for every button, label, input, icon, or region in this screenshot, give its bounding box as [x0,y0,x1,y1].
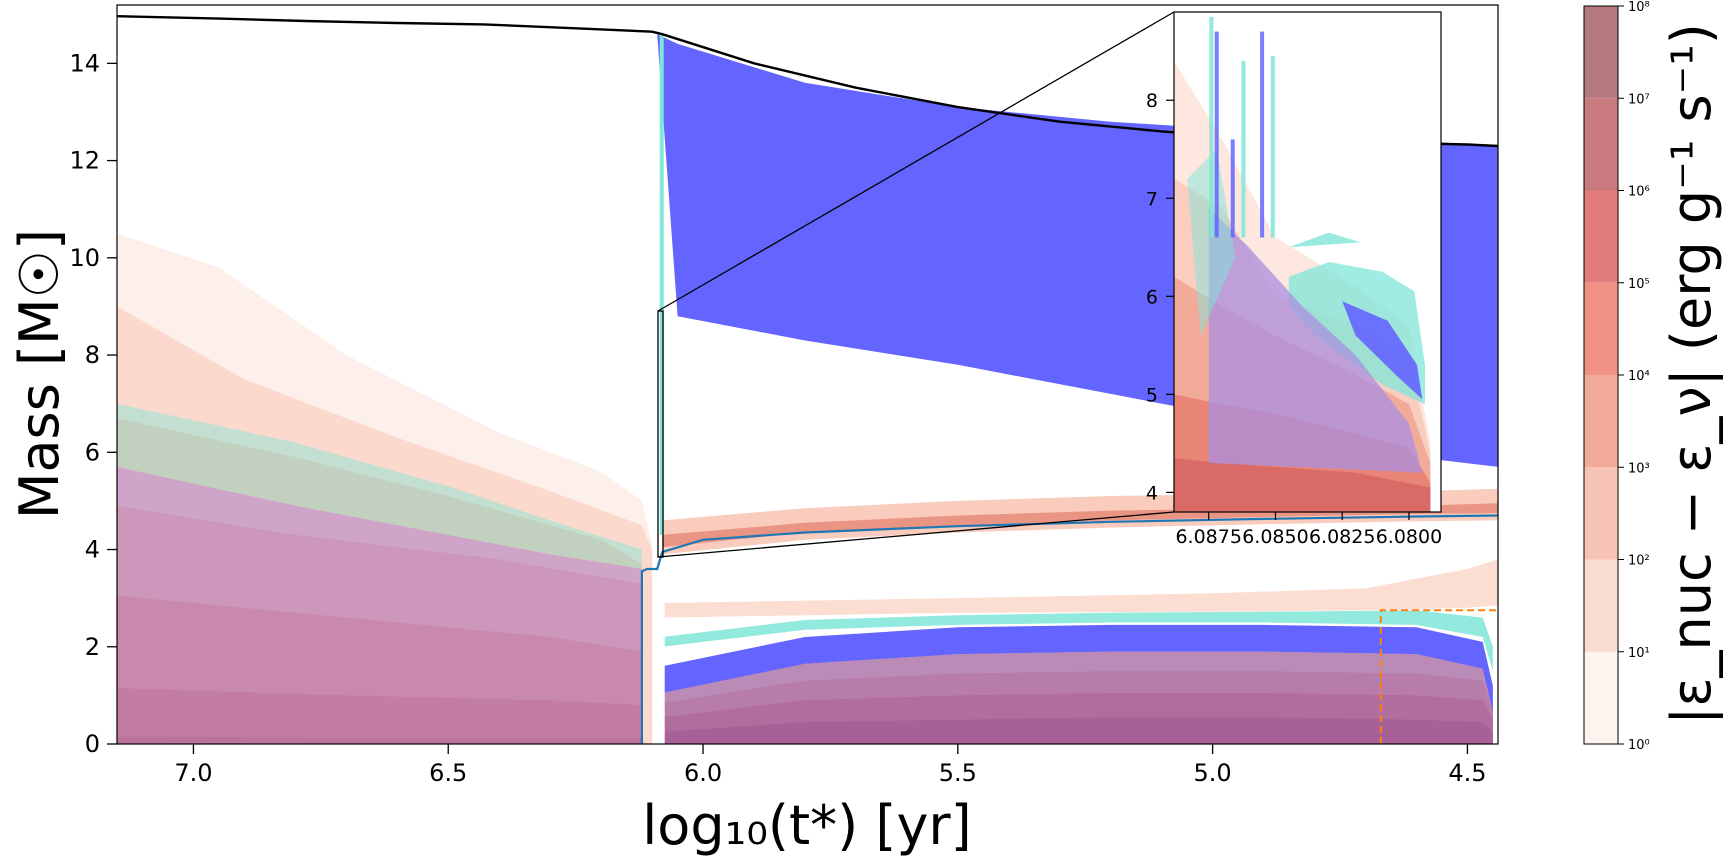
y-tick-label: 4 [85,536,100,564]
inset-burning-level-4 [1174,458,1431,512]
inset-spike [1209,16,1214,238]
inset-frame [1173,11,1442,513]
colorbar-band [1584,467,1618,560]
x-axis-label: log₁₀(t*) [yr] [642,794,971,857]
colorbar-tick-label: 10⁸ [1628,0,1650,15]
inset-y-tick-label: 8 [1146,90,1158,112]
colorbar-tick-label: 10⁶ [1628,185,1650,200]
helium-convective-shell [662,610,1493,672]
inset-x-tick-label: 6.0850 [1242,526,1308,548]
helium-convective-core-edge [662,624,1493,713]
inset-x-axis: 6.0875 6.0850 6.0825 6.0800 [1175,512,1442,548]
colorbar-band [1584,282,1618,375]
main-plot-layers [117,15,1498,744]
colorbar-band [1584,651,1618,744]
colorbar-tick-label: 10⁷ [1628,92,1650,107]
x-tick-label: 5.0 [1194,759,1232,787]
colorbar-band [1584,190,1618,283]
x-tick-label: 4.5 [1448,759,1486,787]
y-tick-label: 14 [69,49,100,77]
colorbar-band [1584,98,1618,191]
y-tick-label: 8 [85,341,100,369]
convective-core-region [117,466,642,744]
y-tick-label: 0 [85,730,100,758]
colorbar-band [1584,559,1618,652]
colorbar-tick-label: 10⁵ [1628,277,1650,292]
x-tick-label: 7.0 [174,759,212,787]
x-tick-label: 6.5 [429,759,467,787]
helium-convective-core [662,651,1493,744]
inset-spike [1230,139,1235,238]
colorbar-band [1584,375,1618,468]
inset-y-tick-label: 5 [1146,384,1158,406]
colorbar-tick-label: 10¹ [1628,646,1650,661]
inset-layers [1174,16,1431,512]
inset-x-tick-label: 6.0825 [1309,526,1375,548]
zoom-box [657,310,664,558]
inset-y-axis: 4 5 6 7 8 [1146,90,1174,504]
inset-shell-wisp [1288,232,1361,248]
helium-core-line [640,514,1498,744]
x-tick-label: 6.0 [684,759,722,787]
inset-convective-zone-3 [1187,149,1236,336]
ignition-gap [659,568,665,744]
colorbar-band [1584,6,1618,99]
hydrogen-shell-peak [662,503,1498,548]
inset-y-tick-label: 6 [1146,286,1158,308]
zoom-connector-top [657,11,1175,312]
colorbar-tick-label: 10² [1628,554,1650,569]
inset-convective-zone-1 [1342,301,1423,400]
colorbar-tick-label: 10⁴ [1628,369,1650,384]
inset-spike [1270,56,1275,238]
colorbar-bands [1584,6,1618,744]
inset-convective-zone-2 [1208,208,1423,473]
inset-y-tick-label: 4 [1146,482,1158,504]
inset-plot: 6.0875 6.0850 6.0825 6.0800 4 5 6 7 8 [657,11,1442,558]
helium-shell-band [662,559,1498,618]
overshoot-region [117,403,642,569]
y-axis-label: Mass [M☉] [8,229,71,519]
colorbar-label: |ε_nuc − ε_ν| (erg g⁻¹ s⁻¹) [1660,23,1723,725]
main-plot-frame [116,4,1499,745]
y-tick-label: 6 [85,438,100,466]
y-tick-label: 10 [69,244,100,272]
x-tick-label: 5.5 [939,759,977,787]
y-tick-label: 12 [69,147,100,175]
main-x-axis: 7.0 6.5 6.0 5.5 5.0 4.5 [174,744,1487,787]
main-y-axis: 0 2 4 6 8 10 12 14 [69,49,117,758]
colorbar: 10⁰ 10¹ 10² 10³ 10⁴ 10⁵ 10⁶ 10⁷ 10⁸ |ε_nuc − ε_ν… [1583,0,1723,753]
colorbar-ticks: 10⁰ 10¹ 10² 10³ 10⁴ 10⁵ 10⁶ 10⁷ 10⁸ [1618,0,1650,753]
colorbar-tick-label: 10³ [1628,461,1650,476]
carbon-core-line [1379,609,1498,744]
inset-spike [1241,61,1246,238]
inset-y-tick-label: 7 [1146,188,1158,210]
zoom-connector-bottom [657,511,1175,558]
inset-spike [1260,31,1265,238]
inset-x-tick-label: 6.0800 [1376,526,1442,548]
y-tick-label: 2 [85,633,100,661]
envelope-onset-edge [659,34,664,535]
inset-x-tick-label: 6.0875 [1175,526,1241,548]
colorbar-tick-label: 10⁰ [1628,738,1650,753]
inset-spike [1214,31,1219,238]
